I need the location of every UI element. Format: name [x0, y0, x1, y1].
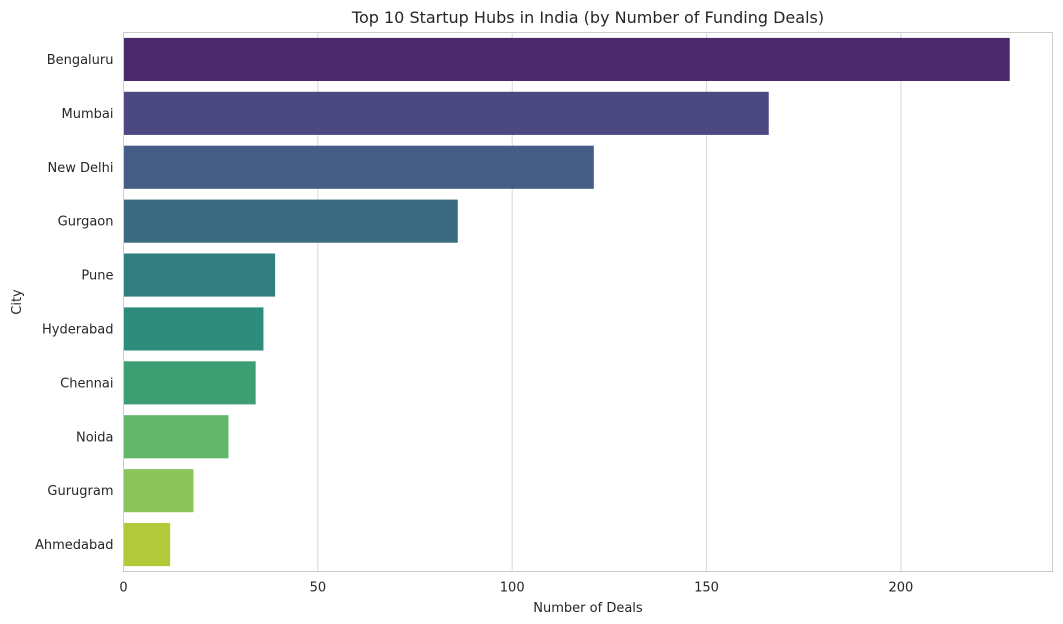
- bar-chennai: [123, 361, 256, 405]
- y-tick-label: Gurugram: [47, 484, 113, 499]
- bar-new-delhi: [123, 145, 594, 189]
- y-tick-label: Ahmedabad: [35, 538, 113, 553]
- plot-frame: [123, 32, 1053, 572]
- y-tick-label: New Delhi: [48, 161, 114, 176]
- bar-gurgaon: [123, 199, 458, 243]
- x-tick-label: 0: [119, 581, 127, 596]
- bar-pune: [123, 253, 276, 297]
- y-tick-label: Gurgaon: [58, 215, 114, 230]
- x-tick-label: 200: [888, 581, 913, 596]
- chart-title: Top 10 Startup Hubs in India (by Number …: [351, 8, 824, 27]
- bar-mumbai: [123, 91, 769, 135]
- x-axis-label: Number of Deals: [533, 601, 643, 616]
- bar-hyderabad: [123, 307, 264, 351]
- y-tick-label: Chennai: [60, 376, 113, 391]
- bar-ahmedabad: [123, 522, 171, 567]
- y-tick-label: Pune: [81, 269, 113, 284]
- y-tick-label: Bengaluru: [47, 53, 114, 68]
- y-tick-label: Hyderabad: [42, 322, 114, 337]
- y-tick-layer: Bengaluru Mumbai New Delhi Gurgaon Pune Hyder…: [35, 53, 113, 553]
- x-tick-label: 100: [500, 581, 525, 596]
- y-tick-label: Mumbai: [62, 107, 114, 122]
- x-tick-layer: 0 50 100 150 200: [119, 581, 913, 596]
- x-tick-label: 50: [310, 581, 327, 596]
- bar-gurugram: [123, 469, 194, 513]
- bar-layer: [123, 37, 1010, 567]
- bar-noida: [123, 415, 229, 459]
- bar-bengaluru: [123, 37, 1010, 82]
- y-axis-label: City: [10, 289, 25, 315]
- y-tick-label: Noida: [76, 430, 114, 445]
- x-tick-label: 150: [694, 581, 719, 596]
